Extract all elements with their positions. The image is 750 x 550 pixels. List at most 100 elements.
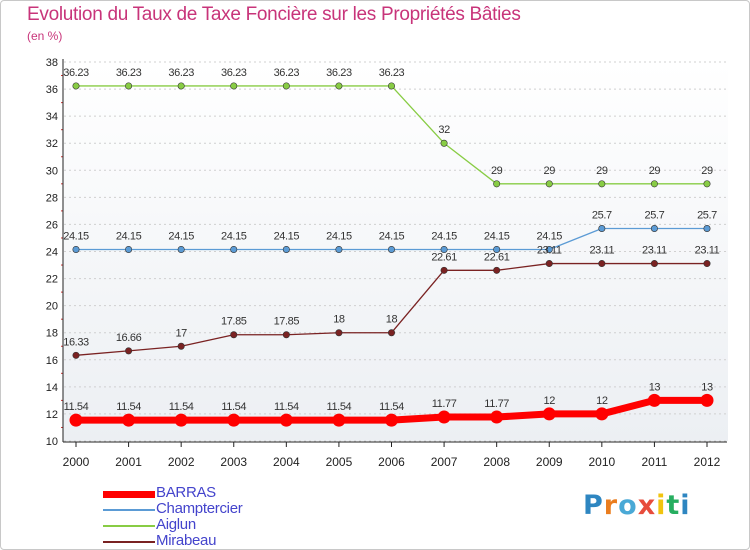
logo-letter: t [666, 490, 681, 521]
data-point-aiglun [177, 82, 185, 90]
data-point-champtercier [230, 245, 238, 253]
data-point-barras [647, 393, 661, 407]
y-tick-label: 28 [46, 192, 58, 204]
data-label-aiglun: 29 [649, 165, 661, 177]
x-tick-label: 2001 [115, 455, 142, 469]
data-point-barras [227, 413, 241, 427]
data-label-champtercier: 24.15 [168, 230, 194, 242]
series-line-aiglun [76, 85, 707, 185]
logo-letter: o [618, 490, 638, 521]
y-tick-label: 32 [46, 138, 58, 150]
legend-swatch [103, 525, 155, 527]
data-point-barras [122, 413, 136, 427]
data-label-champtercier: 24.15 [274, 230, 300, 242]
data-label-champtercier: 24.15 [221, 230, 247, 242]
data-label-champtercier: 24.15 [536, 230, 562, 242]
data-label-champtercier: 24.15 [431, 230, 457, 242]
data-point-aiglun [282, 82, 290, 90]
data-label-aiglun: 36.23 [116, 67, 142, 79]
legend-label: Mirabeau [156, 532, 217, 549]
data-label-barras: 11.54 [327, 401, 352, 413]
data-point-champtercier [703, 224, 711, 232]
data-label-champtercier: 24.15 [116, 230, 142, 242]
data-label-aiglun: 36.23 [274, 67, 300, 79]
data-label-mirabeau: 16.66 [116, 332, 142, 344]
data-label-barras: 11.54 [64, 401, 89, 413]
x-tick-label: 2003 [220, 455, 247, 469]
data-point-mirabeau [125, 347, 133, 355]
data-label-barras: 13 [649, 381, 661, 393]
data-label-barras: 11.54 [274, 401, 299, 413]
data-point-champtercier [440, 245, 448, 253]
y-tick-label: 14 [46, 382, 58, 394]
data-point-champtercier [72, 245, 80, 253]
x-tick-label: 2002 [168, 455, 195, 469]
data-label-champtercier: 25.7 [645, 209, 665, 221]
data-label-mirabeau: 23.11 [537, 245, 562, 257]
x-tick-label: 2005 [326, 455, 353, 469]
data-label-mirabeau: 17.85 [274, 316, 300, 328]
data-label-aiglun: 36.23 [168, 67, 194, 79]
data-label-barras: 12 [596, 395, 608, 407]
data-label-mirabeau: 18 [386, 314, 398, 326]
data-label-barras: 11.54 [169, 401, 194, 413]
data-point-mirabeau [440, 266, 448, 274]
data-point-aiglun [598, 180, 606, 188]
data-point-barras [437, 410, 451, 424]
logo-letter: i [680, 490, 691, 521]
data-label-mirabeau: 23.11 [589, 245, 614, 257]
logo-letter: i [656, 490, 667, 521]
y-tick-label: 38 [46, 57, 58, 69]
data-point-champtercier [545, 245, 553, 253]
x-tick-label: 2011 [642, 455, 668, 469]
y-axis-unit-label: (en %) [27, 29, 63, 43]
data-point-mirabeau [177, 342, 185, 350]
data-point-barras [385, 413, 398, 427]
data-point-mirabeau [72, 351, 80, 359]
data-label-mirabeau: 23.11 [695, 245, 720, 257]
data-point-champtercier [335, 245, 343, 253]
proxiti-logo: Proxiti [583, 490, 691, 521]
data-point-aiglun [545, 180, 553, 188]
data-point-mirabeau [598, 260, 606, 268]
x-tick-label: 2006 [378, 455, 405, 469]
data-label-aiglun: 36.23 [63, 67, 89, 79]
legend-swatch [103, 541, 155, 543]
data-label-mirabeau: 22.61 [431, 251, 457, 263]
legend-label: Champtercier [156, 500, 243, 517]
data-label-barras: 11.54 [116, 401, 141, 413]
data-point-mirabeau [230, 331, 238, 339]
y-tick-label: 10 [46, 436, 58, 448]
data-label-champtercier: 24.15 [484, 230, 510, 242]
data-point-champtercier [598, 224, 606, 232]
logo-letter: r [603, 490, 619, 521]
data-point-mirabeau [703, 260, 711, 268]
x-tick-label: 2004 [273, 455, 300, 469]
data-label-mirabeau: 22.61 [484, 251, 510, 263]
data-label-mirabeau: 18 [333, 314, 345, 326]
data-point-aiglun [440, 139, 448, 147]
data-point-mirabeau [493, 266, 501, 274]
y-tick-label: 18 [46, 328, 58, 340]
y-tick-label: 24 [46, 247, 58, 259]
x-tick-label: 2009 [536, 455, 563, 469]
data-point-aiglun [72, 82, 80, 90]
data-point-mirabeau [335, 329, 343, 337]
data-point-aiglun [230, 82, 238, 90]
data-point-aiglun [387, 82, 395, 90]
data-point-mirabeau [650, 260, 658, 268]
y-tick-label: 22 [46, 274, 58, 286]
data-point-barras [69, 413, 83, 427]
data-point-barras [700, 393, 714, 407]
data-label-barras: 11.77 [484, 398, 509, 410]
data-label-champtercier: 24.15 [63, 230, 89, 242]
data-label-aiglun: 29 [544, 165, 556, 177]
data-point-aiglun [703, 180, 711, 188]
data-label-barras: 11.54 [221, 401, 246, 413]
series-line-mirabeau [75, 262, 707, 356]
data-point-champtercier [282, 245, 290, 253]
data-point-aiglun [335, 82, 343, 90]
x-tick-label: 2007 [431, 455, 458, 469]
data-label-champtercier: 25.7 [592, 209, 612, 221]
